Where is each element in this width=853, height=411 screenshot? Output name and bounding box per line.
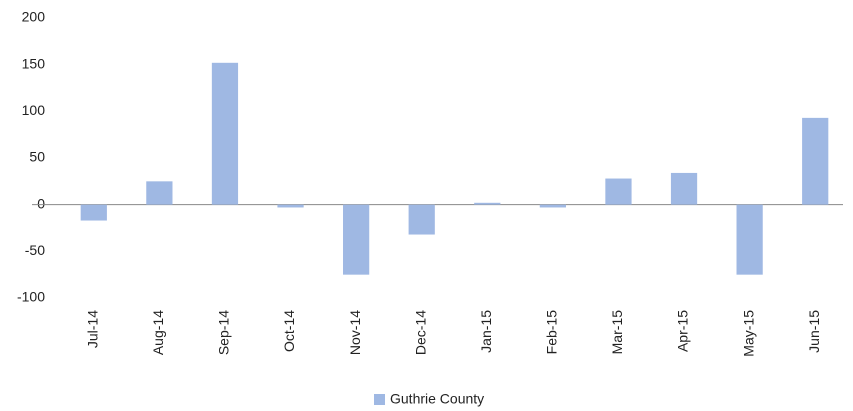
y-tick-label: 0 [37, 195, 45, 211]
bar [211, 62, 239, 205]
y-tick-label: 50 [29, 149, 45, 165]
y-tick-label: 200 [22, 9, 46, 25]
legend-swatch [374, 394, 385, 405]
bar [802, 117, 829, 205]
y-tick-label: -50 [25, 242, 45, 258]
x-tick-label: Mar-15 [609, 310, 625, 355]
bar [539, 204, 566, 208]
x-tick-label: Jul-14 [84, 310, 100, 348]
bar [343, 204, 370, 275]
x-tick-label: Sep-14 [216, 310, 232, 355]
x-tick-label: Jun-15 [806, 310, 822, 353]
x-tick-label: Apr-15 [675, 310, 691, 352]
x-tick-label: Nov-14 [347, 310, 363, 355]
bar [80, 204, 107, 221]
x-tick-label: Dec-14 [412, 310, 428, 355]
bar [670, 172, 698, 205]
x-tick-label: Feb-15 [544, 310, 560, 355]
bar [474, 202, 501, 205]
y-tick-label: 100 [22, 102, 46, 118]
bar [605, 178, 632, 205]
y-tick-label: 150 [22, 55, 46, 71]
bar [277, 204, 304, 208]
x-tick-label: Jan-15 [478, 310, 494, 353]
bar [408, 204, 435, 235]
y-tick-label: -100 [17, 289, 45, 305]
x-tick-label: Oct-14 [281, 310, 297, 352]
bar [736, 204, 763, 275]
bar [146, 181, 173, 205]
legend-label: Guthrie County [390, 391, 484, 407]
x-tick-label: May-15 [740, 310, 756, 357]
x-tick-label: Aug-14 [150, 310, 166, 355]
